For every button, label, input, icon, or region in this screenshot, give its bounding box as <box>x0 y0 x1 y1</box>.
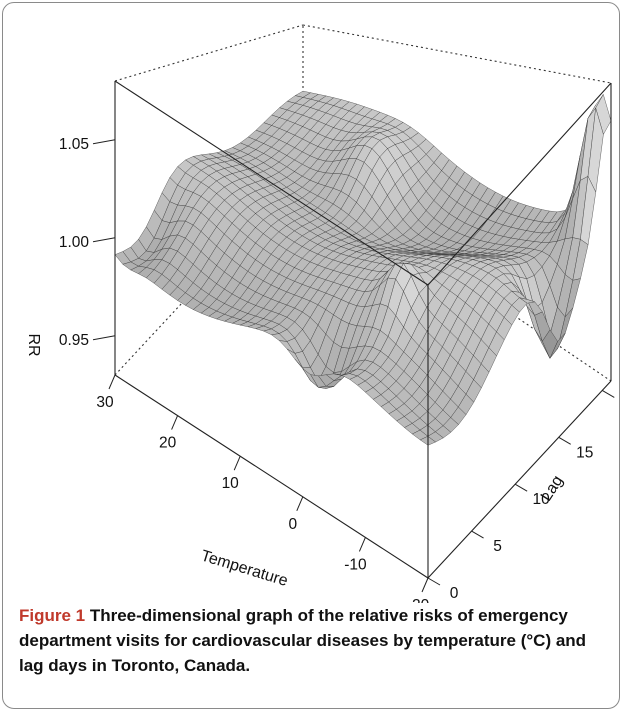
y-tick-mark <box>602 389 615 398</box>
y-tick-mark <box>427 577 441 586</box>
x-tick-mark <box>171 415 179 430</box>
box-hidden-edge <box>302 24 612 84</box>
x-tick-mark <box>421 577 429 593</box>
x-tick-mark <box>233 456 241 471</box>
x-tick-label: -20 <box>407 597 430 603</box>
x-tick-mark <box>296 496 304 511</box>
caption-text: Three-dimensional graph of the relative … <box>19 606 587 675</box>
z-tick-mark <box>92 139 116 145</box>
x-tick-mark <box>108 374 116 390</box>
z-tick-label: 1.00 <box>59 234 90 251</box>
x-tick-mark <box>358 537 366 552</box>
z-tick-label: 0.95 <box>59 332 89 349</box>
y-tick-mark <box>514 483 528 492</box>
plot-box-front <box>114 80 612 579</box>
y-tick-label: 0 <box>450 585 459 602</box>
box-hidden-edge <box>114 24 304 82</box>
y-tick-mark <box>471 530 484 539</box>
y-tick-mark <box>558 436 571 445</box>
box-edge <box>114 80 429 286</box>
y-tick-label: 5 <box>493 538 502 555</box>
caption-label: Figure 1 <box>19 606 86 625</box>
z-tick-mark <box>92 335 116 341</box>
x-axis-title: Temperature <box>199 547 290 590</box>
surface-mesh <box>114 90 612 446</box>
z-tick-mark <box>92 237 116 243</box>
box-hidden-edge <box>114 172 304 376</box>
box-edge <box>427 380 612 579</box>
y-tick-label: 15 <box>576 444 593 461</box>
z-axis-title: RR <box>25 333 42 356</box>
y-tick-label: 10 <box>533 491 551 508</box>
box-edge <box>427 82 612 286</box>
box-edge <box>114 374 429 579</box>
figure-caption: Figure 1 Three-dimensional graph of the … <box>19 603 615 678</box>
x-tick-label: 10 <box>222 475 240 492</box>
x-tick-label: -10 <box>344 556 367 573</box>
x-tick-label: 30 <box>96 394 114 411</box>
z-tick-label: 1.05 <box>59 136 89 153</box>
x-tick-label: 0 <box>288 516 297 533</box>
x-tick-label: 20 <box>159 435 177 452</box>
